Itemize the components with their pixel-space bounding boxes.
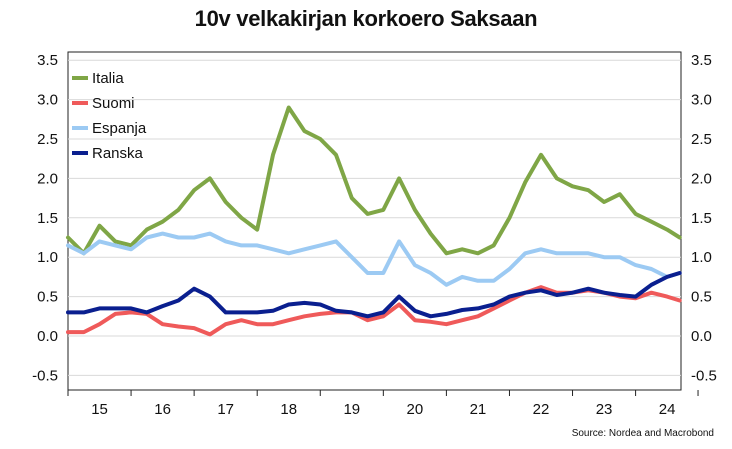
y-tick-label-right: 0.0 [691, 328, 712, 345]
y-tick-label-left: 3.5 [37, 52, 58, 69]
x-tick-label: 19 [343, 401, 360, 418]
legend-label-ranska: Ranska [92, 145, 144, 162]
x-tick-label: 20 [407, 401, 424, 418]
x-tick-label: 24 [659, 401, 676, 418]
y-tick-label-left: 3.0 [37, 92, 58, 109]
y-tick-label-left: -0.5 [32, 367, 58, 384]
y-tick-label-right: 1.5 [691, 210, 712, 227]
x-axis: 15 16 17 18 19 20 21 22 23 24 [67, 390, 699, 418]
series-line-ranska [66, 271, 682, 319]
x-tick-label: 15 [91, 401, 108, 418]
y-tick-label-right: 0.5 [691, 289, 712, 306]
y-tick-label-right: 1.0 [691, 249, 712, 266]
series-line-espanja [66, 231, 682, 287]
y-tick-label-left: 2.0 [37, 170, 58, 187]
plot-frame [67, 51, 682, 391]
x-tick-label: 22 [533, 401, 550, 418]
legend-label-suomi: Suomi [92, 95, 135, 112]
y-tick-label-left: 2.5 [37, 131, 58, 148]
y-tick-label-left: 1.0 [37, 249, 58, 266]
series-line-suomi [66, 285, 682, 337]
source-note: Source: Nordea and Macrobond [571, 428, 714, 439]
series-lines [66, 105, 682, 337]
chart-title: 10v velkakirjan korkoero Saksaan [194, 6, 538, 31]
x-tick-label: 23 [596, 401, 613, 418]
legend-label-italia: Italia [92, 70, 124, 87]
y-axis-right: 3.5 3.0 2.5 2.0 1.5 1.0 0.5 0.0 -0.5 [691, 52, 717, 384]
y-axis-left: 3.5 3.0 2.5 2.0 1.5 1.0 0.5 0.0 -0.5 [32, 52, 58, 384]
y-tick-label-right: 2.5 [691, 131, 712, 148]
x-tick-label: 17 [217, 401, 234, 418]
grid-lines [68, 59, 681, 376]
y-tick-label-right: 3.5 [691, 52, 712, 69]
x-tick-label: 21 [470, 401, 487, 418]
y-tick-label-left: 0.5 [37, 289, 58, 306]
legend: Italia Suomi Espanja Ranska [72, 70, 147, 162]
y-tick-label-right: 3.0 [691, 92, 712, 109]
x-tick-label: 16 [154, 401, 171, 418]
y-tick-label-right: -0.5 [691, 367, 717, 384]
y-tick-label-left: 0.0 [37, 328, 58, 345]
y-tick-label-right: 2.0 [691, 170, 712, 187]
legend-label-espanja: Espanja [92, 120, 147, 137]
x-tick-label: 18 [280, 401, 297, 418]
y-tick-label-left: 1.5 [37, 210, 58, 227]
series-line-italia [66, 105, 682, 256]
